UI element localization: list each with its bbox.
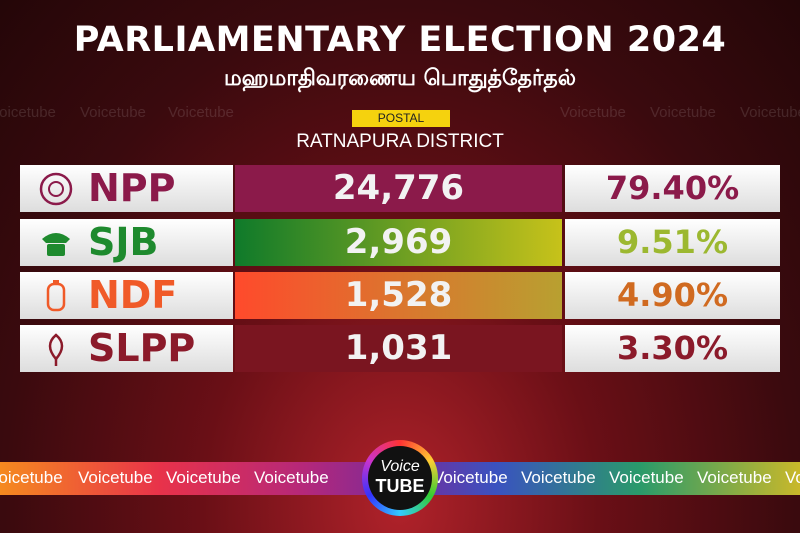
party-cell: NDF [20, 272, 233, 319]
watermark: Voicetube [166, 468, 241, 487]
result-row: NDF 1,528 4.90% [20, 272, 780, 319]
logo-top: Voice [380, 458, 420, 475]
percent: 79.40% [565, 165, 780, 212]
result-row: SJB 2,969 9.51% [20, 219, 780, 266]
watermark: Voicetube [80, 104, 146, 121]
tag: POSTAL [352, 110, 450, 127]
party-icon [42, 233, 70, 256]
percent: 9.51% [565, 219, 780, 266]
logo: Voice TUBE [362, 440, 438, 516]
party-icon [39, 172, 73, 206]
watermark: Voicetube [0, 104, 56, 121]
watermark: Voicetube [650, 104, 716, 121]
votes: 24,776 [235, 165, 562, 212]
subtitle: மஹமாதிவரணைய பொதுத்தேர்தல் [223, 66, 577, 91]
title: PARLIAMENTARY ELECTION 2024 [73, 20, 727, 60]
party-icon [48, 333, 64, 366]
party-name: SJB [88, 220, 159, 264]
watermark: Voicetube [78, 468, 153, 487]
party-cell: SJB [20, 219, 233, 266]
party-cell: SLPP [20, 325, 233, 372]
logo-inner: Voice TUBE [368, 446, 432, 510]
watermark: Voicetube [697, 468, 772, 487]
votes: 2,969 [235, 219, 562, 266]
party-name: SLPP [88, 326, 196, 370]
district: RATNAPURA DISTRICT [296, 131, 504, 152]
result-row: SLPP 1,031 3.30% [20, 325, 780, 372]
party-name: NDF [88, 273, 178, 317]
logo-bottom: TUBE [375, 476, 425, 496]
percent: 4.90% [565, 272, 780, 319]
watermark: Voicetube [560, 104, 626, 121]
party-name: NPP [88, 166, 176, 210]
votes: 1,528 [235, 272, 562, 319]
percent: 3.30% [565, 325, 780, 372]
watermark: Voicetube [433, 468, 508, 487]
party-cell: NPP [20, 165, 233, 212]
watermark: Voicetube [0, 468, 63, 487]
votes: 1,031 [235, 325, 562, 372]
watermark: Voicetube [168, 104, 234, 121]
watermark: Voicetube [785, 468, 800, 487]
watermark: Voicetube [609, 468, 684, 487]
watermark: Voicetube [521, 468, 596, 487]
watermark: Voicetube [254, 468, 329, 487]
watermark: Voicetube [740, 104, 800, 121]
result-row: NPP 24,776 79.40% [20, 165, 780, 212]
party-icon [46, 280, 66, 312]
